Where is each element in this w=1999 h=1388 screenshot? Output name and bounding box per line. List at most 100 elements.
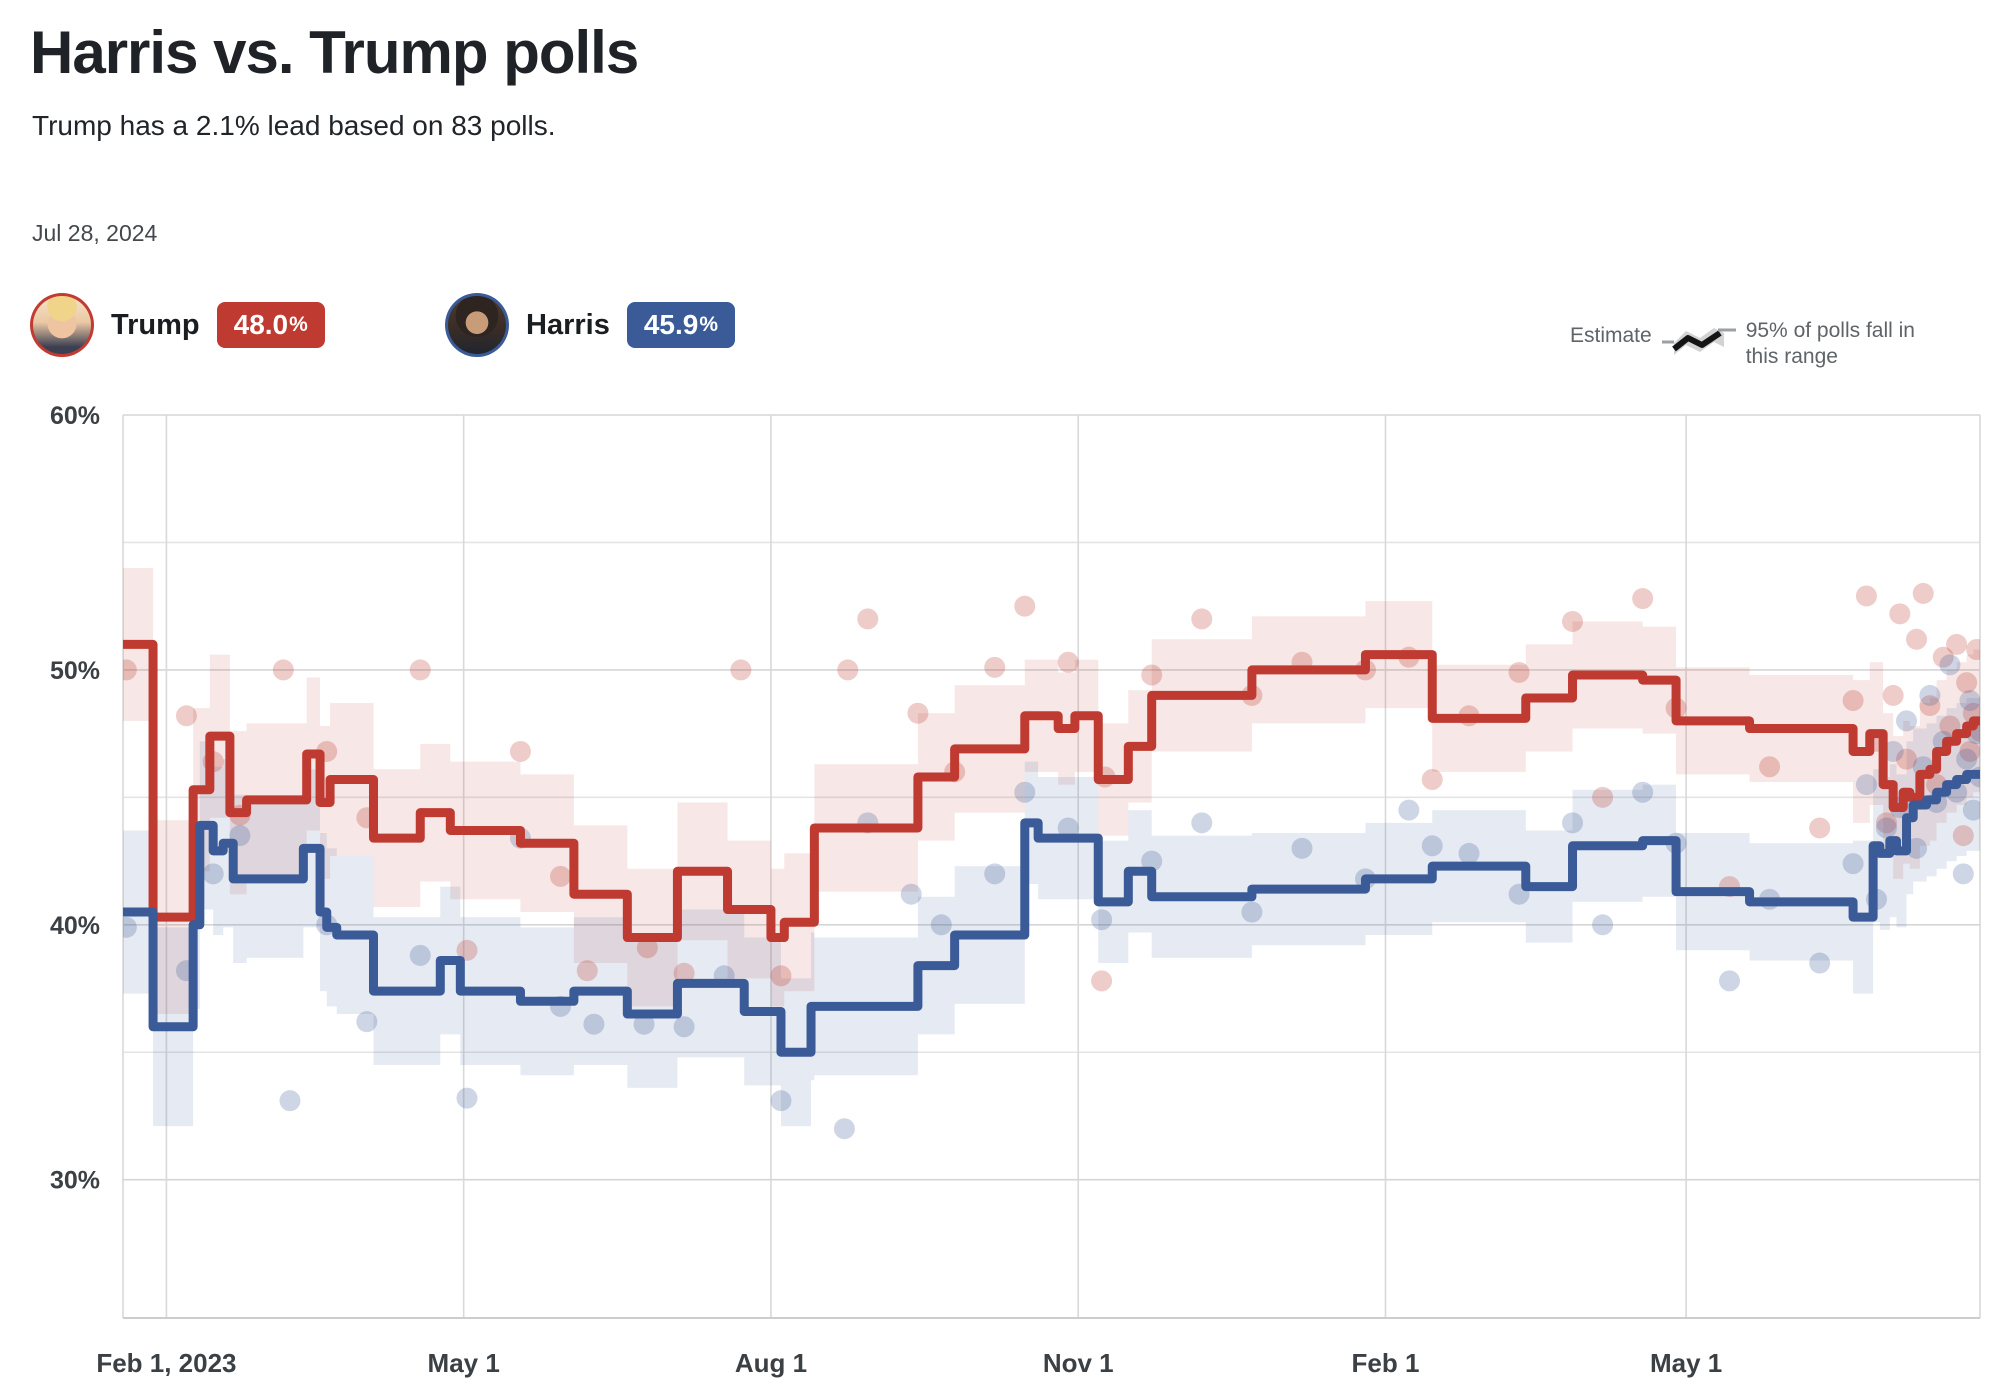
legend-harris: Harris 45.9 % [445,293,736,357]
chart-date: Jul 28, 2024 [32,220,158,246]
trump-poll-dot [857,608,879,630]
trump-poll-dot [175,705,197,727]
harris-poll-dot [1896,710,1918,732]
harris-poll-dot [1421,835,1443,857]
trump-poll-dot [984,656,1006,678]
y-tick-label-50: 50% [50,657,100,685]
x-tick-label-4: Feb 1 [1352,1348,1420,1378]
harris-poll-dot [202,863,224,885]
estimate-range-label: 95% of polls fall in this range [1745,319,1915,369]
trump-photo [33,296,91,354]
harris-poll-dot [930,914,952,936]
trump-poll-dot [730,659,752,681]
estimate-band-icon [1661,328,1736,355]
x-tick-label-3: Nov 1 [1043,1348,1114,1378]
average-lines [123,639,1980,1057]
estimate-label: Estimate [1570,324,1652,347]
trump-poll-dot [550,865,572,887]
harris-poll-dot [1939,654,1961,676]
harris-poll-dot [1952,863,1974,885]
harris-confidence-band [123,697,1980,1127]
harris-poll-dot [770,1090,792,1112]
trump-poll-dot [837,659,859,681]
harris-poll-dot [1962,799,1980,821]
page-title: Harris vs. Trump polls [30,19,639,86]
trump-poll-dot [1919,695,1941,717]
trump-poll-dot [636,937,658,959]
harris-value-suffix: % [699,313,719,336]
trump-poll-dot [1809,817,1831,839]
trump-poll-dot [1946,633,1968,655]
trump-poll-dot [272,659,294,681]
trump-value-badge: 48.0 % [216,302,325,348]
harris-poll-dot [409,944,431,966]
trump-poll-dot [1842,689,1864,711]
trump-poll-dot [409,659,431,681]
trump-poll-dot [1421,769,1443,791]
harris-poll-dot [984,863,1006,885]
harris-poll-dot [123,916,137,938]
harris-poll-dot [1956,748,1978,770]
x-tick-label-1: May 1 [428,1348,500,1378]
trump-poll-dot [1906,628,1928,650]
harris-poll-dot [1842,853,1864,875]
harris-value-badge: 45.9 % [626,302,736,348]
trump-poll-dot [123,659,137,681]
harris-poll-dot [1141,850,1163,872]
harris-poll-dot [279,1090,301,1112]
y-tick-label-30: 30% [50,1167,100,1195]
harris-photo [448,296,506,354]
harris-poll-dot [1398,799,1420,821]
harris-poll-dot [583,1013,605,1035]
trump-poll-dot [1896,748,1918,770]
harris-poll-dot [673,1016,695,1038]
trump-confidence-band [123,567,1980,1015]
harris-poll-dot [1241,901,1263,923]
trump-name-label: Trump [111,308,200,341]
trump-poll-dot [1632,588,1654,610]
x-tick-label-0: Feb 1, 2023 [96,1348,236,1378]
harris-poll-dot [900,883,922,905]
trump-poll-dot [576,960,598,982]
harris-poll-dot [456,1087,478,1109]
trump-poll-dot [1889,603,1911,625]
harris-poll-dot [356,1011,378,1033]
trump-poll-dot [1562,610,1584,632]
harris-poll-dot [1809,952,1831,974]
trump-poll-dot [1932,646,1954,668]
chart-gridlines [122,414,1981,1319]
trump-poll-dot [1882,684,1904,706]
trump-poll-dot [1191,608,1213,630]
trump-poll-dot [1855,585,1877,607]
harris-poll-dot [1592,914,1614,936]
harris-avatar [445,293,509,357]
harris-poll-dot [633,1013,655,1035]
harris-poll-dot [833,1118,855,1140]
trump-average-line [123,639,1980,943]
estimate-legend: Estimate 95% of polls fall in this range [1570,318,1980,371]
x-tick-label-2: Aug 1 [735,1348,807,1378]
trump-poll-dot [1508,661,1530,683]
trump-poll-dot [1912,582,1934,604]
confidence-bands [123,567,1980,1127]
trump-poll-dot [1592,786,1614,808]
trump-poll-dot [1014,595,1036,617]
trump-poll-dot [1759,756,1781,778]
trump-poll-dot [1057,651,1079,673]
trump-poll-dot [456,939,478,961]
harris-poll-dot [1875,817,1897,839]
trump-poll-dot [1956,672,1978,694]
harris-poll-dot [1191,812,1213,834]
trump-value-number: 48.0 [233,309,289,340]
harris-poll-dot [1014,781,1036,803]
harris-poll-dot [1882,740,1904,762]
harris-name-label: Harris [526,308,610,341]
harris-poll-dot [1959,689,1980,711]
trump-poll-dot [1091,970,1113,992]
trump-value-suffix: % [289,313,308,336]
y-tick-label-60: 60% [50,402,100,430]
harris-poll-dot [1562,812,1584,834]
harris-average-line [123,769,1980,1057]
trump-poll-dot [1959,740,1980,762]
